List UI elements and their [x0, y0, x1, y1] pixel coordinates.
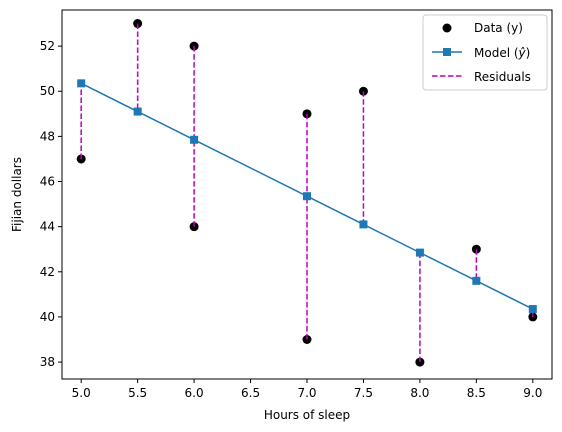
- y-tick-label: 48: [40, 129, 55, 143]
- x-axis-label: Hours of sleep: [264, 408, 350, 422]
- legend-model-label: Model (ŷ): [474, 46, 530, 60]
- legend-model-label-symbol: ŷ: [518, 46, 527, 60]
- model-point: [77, 79, 86, 88]
- model-point: [303, 192, 311, 201]
- legend-model-label-suffix: ): [526, 46, 531, 60]
- x-tick-label: 7.5: [354, 386, 373, 400]
- model-point: [359, 220, 368, 229]
- y-tick-label: 52: [40, 39, 55, 53]
- legend-box: [422, 14, 548, 91]
- x-tick-label: 5.5: [128, 386, 147, 400]
- y-tick-label: 38: [40, 355, 55, 369]
- model-point: [415, 248, 424, 257]
- y-tick-label: 44: [40, 220, 55, 234]
- y-tick-label: 42: [40, 265, 55, 279]
- legend: Data (y) Model (ŷ) Residuals: [422, 14, 548, 91]
- y-tick-label: 40: [40, 310, 55, 324]
- legend-residuals-label: Residuals: [474, 70, 531, 84]
- model-point: [190, 135, 199, 144]
- legend-model-label-prefix: Model (: [474, 46, 519, 60]
- x-axis-ticks: 5.0 5.5 6.0 6.5 7.0 7.5 8.0 8.5 9.0: [72, 379, 542, 400]
- legend-model-marker: [443, 48, 451, 56]
- x-tick-label: 8.5: [467, 386, 486, 400]
- y-axis-label: Fijian dollars: [10, 157, 24, 232]
- model-point: [472, 276, 481, 285]
- model-point: [528, 305, 537, 314]
- x-tick-label: 9.0: [523, 386, 542, 400]
- legend-data-label: Data (y): [474, 21, 523, 35]
- model-line: [80, 82, 534, 310]
- model-point: [133, 107, 142, 116]
- legend-data-marker: [442, 23, 452, 33]
- x-tick-label: 6.5: [241, 386, 260, 400]
- y-tick-label: 50: [40, 84, 55, 98]
- x-tick-label: 5.0: [72, 386, 91, 400]
- plot-area: [76, 19, 538, 367]
- x-tick-label: 8.0: [410, 386, 429, 400]
- y-tick-label: 46: [40, 175, 55, 189]
- x-tick-label: 6.0: [185, 386, 204, 400]
- y-axis-ticks: 38 40 42 44 46 48 50 52: [40, 39, 62, 369]
- x-tick-label: 7.0: [297, 386, 316, 400]
